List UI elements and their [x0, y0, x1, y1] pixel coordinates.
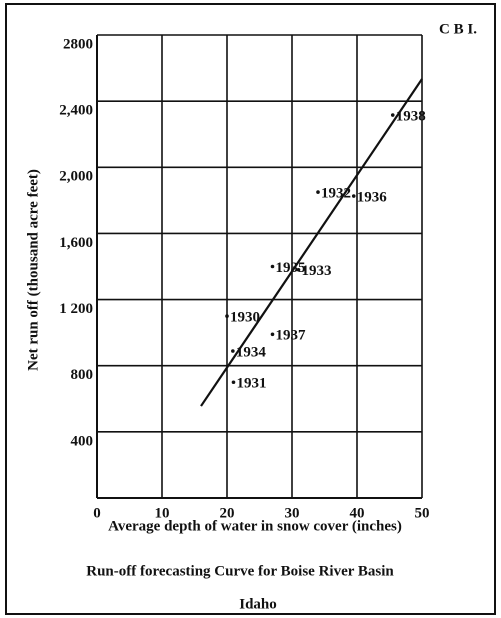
point-label: 1938 — [396, 108, 426, 124]
point — [351, 194, 356, 198]
point-label: 1932 — [321, 186, 351, 202]
point — [270, 332, 275, 337]
point-label: 1934 — [236, 344, 267, 360]
y-tick-label: 400 — [71, 433, 94, 449]
y-tick-label: 2800 — [63, 36, 93, 52]
x-tick-label: 50 — [415, 505, 430, 521]
point-label: 1930 — [230, 310, 260, 326]
x-tick-label: 40 — [350, 505, 365, 521]
y-axis-label: Net run off (thousand acre feet) — [25, 169, 41, 371]
point-label: 1937 — [276, 328, 307, 344]
x-axis-label: Average depth of water in snow cover (in… — [108, 518, 402, 534]
point — [316, 190, 320, 194]
point-label: 1933 — [302, 263, 332, 279]
fit-line — [200, 78, 423, 407]
point — [231, 349, 235, 353]
x-tick-label: 10 — [155, 505, 170, 521]
point — [231, 380, 236, 385]
chart-title: Run-off forecasting Curve for Boise Rive… — [86, 563, 394, 579]
y-tick-label: 1 200 — [59, 301, 93, 317]
chart-subtitle: Idaho — [239, 596, 277, 612]
point-label: 1931 — [237, 376, 267, 392]
y-tick-label: 2,400 — [59, 103, 93, 119]
x-tick-label: 30 — [285, 505, 300, 521]
y-tick-label: 800 — [71, 367, 94, 383]
y-tick-label: 1,600 — [59, 235, 93, 251]
point — [270, 264, 275, 269]
point — [296, 268, 301, 272]
point-label: 1935 — [276, 260, 306, 276]
annotation: C B I. — [439, 21, 477, 37]
x-tick-label: 0 — [93, 505, 101, 521]
frame — [5, 3, 496, 615]
point — [225, 314, 229, 318]
y-tick-label: 2,000 — [59, 169, 93, 185]
point-label: 1936 — [357, 189, 388, 205]
point — [390, 113, 395, 117]
x-tick-label: 20 — [220, 505, 235, 521]
